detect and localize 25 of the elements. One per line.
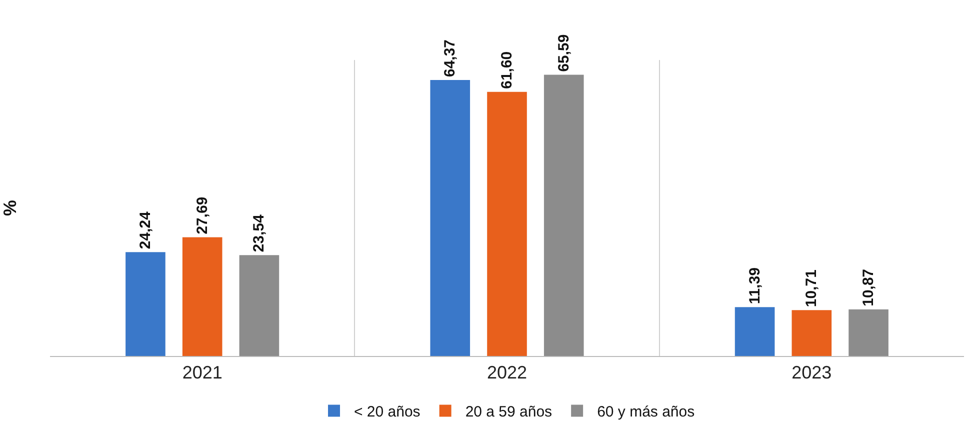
data-label: 10,71 (803, 270, 820, 308)
bar (182, 237, 222, 356)
bar (848, 309, 888, 356)
data-label: 61,60 (498, 51, 516, 89)
bar (544, 74, 584, 356)
y-axis-title: % (0, 200, 20, 216)
x-tick-label: 2023 (792, 362, 832, 383)
x-tick-label: 2021 (182, 362, 222, 383)
data-label: 11,39 (746, 267, 764, 304)
data-label: 23,54 (250, 214, 268, 252)
legend-label: 20 a 59 años (465, 404, 552, 421)
data-label: 64,37 (442, 39, 459, 78)
bar (792, 310, 832, 356)
legend-label: 60 y más años (597, 404, 695, 421)
data-label: 24,24 (136, 210, 154, 250)
legend-label: < 20 años (354, 404, 420, 421)
bar (239, 255, 280, 356)
data-label: 27,69 (194, 196, 211, 234)
x-tick-label: 2022 (486, 362, 528, 383)
bar (430, 80, 470, 356)
data-label: 10,87 (860, 268, 878, 306)
bar (734, 307, 775, 356)
data-label: 65,59 (555, 34, 572, 72)
bar (126, 252, 166, 356)
bar (487, 92, 527, 356)
